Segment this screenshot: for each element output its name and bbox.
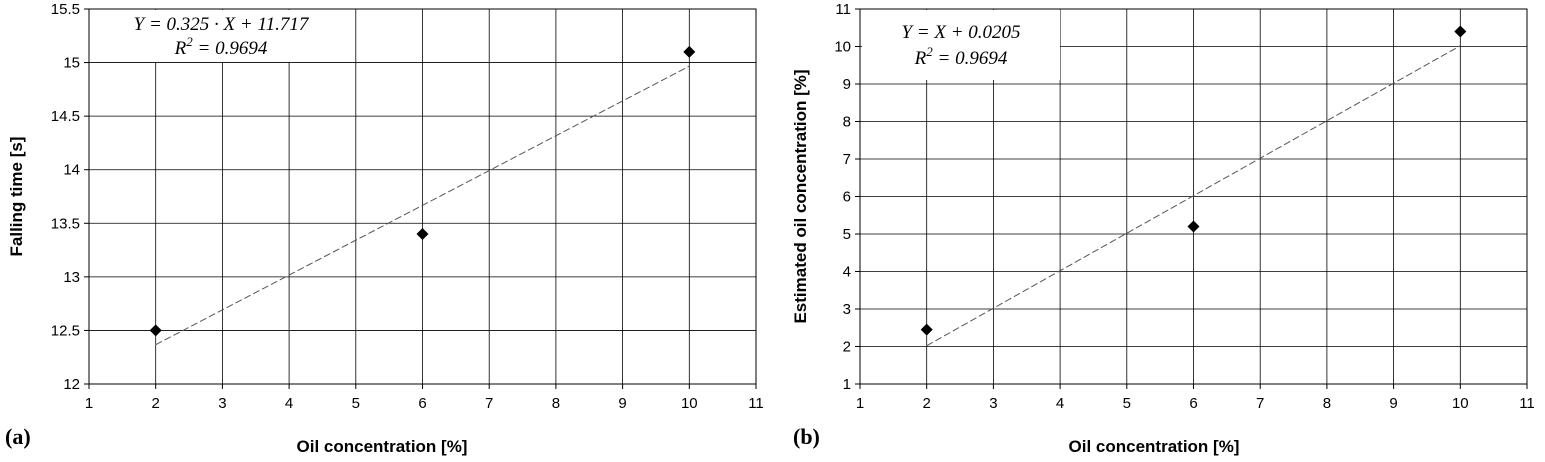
x-tick-label: 8 [1323, 395, 1331, 412]
x-tick-label: 5 [352, 395, 360, 412]
y-tick-label: 14.5 [51, 108, 80, 125]
y-tick-label: 12.5 [51, 322, 80, 339]
x-tick-label: 2 [923, 395, 931, 412]
r-squared-value: R2 = 0.9694 [914, 44, 1008, 69]
x-tick-label: 2 [152, 395, 160, 412]
y-tick-label: 4 [843, 264, 851, 281]
y-tick-label: 9 [843, 76, 851, 93]
x-tick-label: 9 [1389, 395, 1397, 412]
x-tick-label: 5 [1123, 395, 1131, 412]
equation-box [862, 10, 1060, 80]
y-tick-label: 15.5 [51, 1, 80, 18]
y-axis-title: Estimated oil concentration [%] [791, 69, 810, 323]
y-tick-label: 12 [63, 376, 80, 393]
y-tick-label: 3 [843, 301, 851, 318]
x-tick-label: 1 [856, 395, 864, 412]
y-tick-label: 1 [843, 376, 851, 393]
x-tick-label: 6 [418, 395, 426, 412]
data-point [1187, 220, 1200, 233]
y-tick-label: 5 [843, 226, 851, 243]
y-tick-label: 14 [63, 162, 80, 179]
panel-label: (b) [793, 424, 820, 449]
data-point [416, 228, 429, 240]
x-tick-label: 4 [285, 395, 293, 412]
x-tick-label: 9 [618, 395, 626, 412]
y-tick-label: 8 [843, 114, 851, 131]
x-tick-label: 11 [748, 395, 764, 412]
x-tick-label: 8 [552, 395, 560, 412]
y-tick-label: 15 [63, 55, 80, 72]
y-tick-label: 13.5 [51, 215, 80, 232]
trendline [926, 45, 1461, 347]
regression-equation: Y = X + 0.0205 [901, 22, 1020, 43]
trendline [155, 65, 690, 346]
data-point [1454, 25, 1467, 38]
regression-equation: Y = 0.325 · X + 11.717 [134, 14, 310, 35]
panel-label: (a) [5, 424, 31, 449]
data-point [683, 45, 696, 58]
y-tick-label: 7 [843, 151, 851, 168]
y-tick-label: 13 [63, 269, 80, 286]
y-tick-label: 6 [843, 189, 851, 206]
x-tick-label: 10 [681, 395, 698, 412]
y-axis-title: Falling time [s] [7, 137, 26, 257]
y-tick-label: 10 [834, 39, 851, 56]
x-tick-label: 6 [1189, 395, 1197, 412]
x-tick-label: 11 [1519, 395, 1535, 412]
equation-box [90, 10, 322, 62]
x-tick-label: 7 [1256, 395, 1264, 412]
data-point [920, 323, 933, 336]
x-axis-title: Oil concentration [%] [1069, 437, 1240, 456]
r-squared-value: R2 = 0.9694 [174, 34, 268, 59]
x-tick-label: 3 [989, 395, 997, 412]
x-tick-label: 10 [1452, 395, 1469, 412]
y-tick-label: 11 [835, 1, 851, 18]
x-axis-title: Oil concentration [%] [297, 437, 468, 456]
y-tick-label: 2 [843, 339, 851, 356]
x-tick-label: 1 [85, 395, 93, 412]
x-tick-label: 3 [218, 395, 226, 412]
x-tick-label: 7 [485, 395, 493, 412]
data-point [149, 324, 162, 337]
x-tick-label: 4 [1056, 395, 1064, 412]
